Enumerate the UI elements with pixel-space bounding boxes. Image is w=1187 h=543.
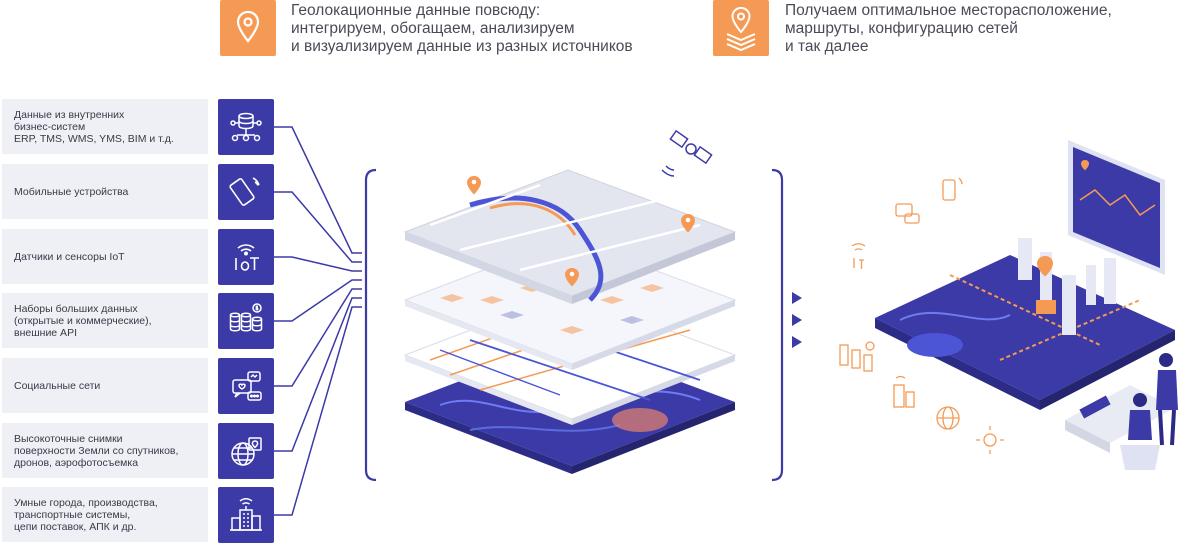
layered-map-pin-icon [726, 6, 756, 52]
satellite-imagery-icon [231, 437, 262, 466]
city-buildings [1018, 238, 1116, 335]
iot-sensor-icon [235, 244, 259, 271]
source-label-big-data: Наборы больших данных (открытые и коммер… [2, 293, 208, 348]
location-pin-icon [236, 10, 260, 43]
connector-7 [274, 306, 362, 516]
source-icon-tile-3 [218, 229, 274, 285]
source-icon-tile-5 [218, 358, 274, 414]
header-right-icon-tile [713, 0, 769, 56]
map-layer-top [403, 169, 737, 304]
satellite-icon [661, 129, 713, 177]
header-right-text: Получаем оптимальное месторасположение, … [785, 2, 1112, 55]
big-data-icon [229, 303, 263, 332]
dashboard-screen [1068, 140, 1165, 275]
header-left-text: Геолокационные данные повсюду: интегриру… [291, 2, 633, 55]
source-icon-tile-7 [218, 487, 274, 543]
globe-float-icon [936, 406, 960, 430]
source-icon-tile-1 [218, 99, 274, 155]
phone-float-icon [942, 177, 963, 201]
right-bracket [771, 168, 784, 482]
connector-2 [274, 191, 362, 263]
left-bracket [364, 168, 377, 482]
source-icon-tile-6 [218, 423, 274, 479]
arrow-3 [792, 336, 802, 348]
database-network-icon [230, 112, 262, 142]
data-float-icon [839, 341, 875, 372]
social-network-icon [232, 371, 262, 401]
connector-5 [274, 288, 362, 387]
source-label-iot: Датчики и сенсоры IoT [2, 229, 208, 284]
source-label-imagery: Высокоточные снимки поверхности Земли со… [2, 423, 208, 478]
sensor-float-icon [976, 426, 1004, 454]
source-label-mobile: Мобильные устройства [2, 164, 208, 219]
workers-illustration [1065, 353, 1178, 470]
city-float-icon [893, 375, 915, 408]
arrow-1 [792, 292, 802, 304]
arrow-2 [792, 314, 802, 326]
source-label-social: Социальные сети [2, 358, 208, 413]
header-left-icon-tile [220, 0, 276, 56]
source-label-business-systems: Данные из внутренних бизнес-систем ERP, … [2, 99, 208, 154]
iot-float-icon [851, 243, 866, 269]
map-pin-icon [467, 176, 695, 287]
connector-1 [274, 126, 362, 254]
source-icon-tile-2 [218, 164, 274, 220]
social-float-icon [895, 203, 920, 224]
connector-4 [274, 279, 362, 322]
smartphone-icon [229, 177, 260, 206]
source-label-smart-city: Умные города, производства, транспортные… [2, 487, 208, 542]
connector-3 [274, 256, 362, 272]
connector-6 [274, 297, 362, 452]
source-icon-tile-4 [218, 293, 274, 349]
city-platform [875, 255, 1175, 410]
smart-city-icon [230, 498, 262, 531]
